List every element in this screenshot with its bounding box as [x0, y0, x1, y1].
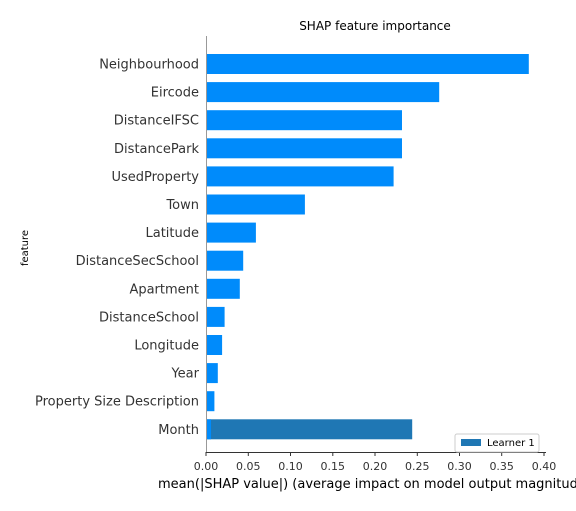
- bar-distancepark: [206, 138, 402, 159]
- x-tick-label: 0.10: [278, 460, 303, 473]
- legend-label: Learner 1: [487, 438, 535, 449]
- x-tick-label: 0.25: [405, 460, 430, 473]
- x-tick-label: 0.35: [489, 460, 514, 473]
- bar-month-base: [206, 419, 211, 440]
- legend-swatch: [461, 439, 481, 446]
- category-label-apartment: Apartment: [129, 282, 199, 297]
- category-label-latitude: Latitude: [145, 226, 199, 241]
- x-tick-label: 0.40: [532, 460, 557, 473]
- category-label-year: Year: [170, 367, 199, 382]
- category-label-distancepark: DistancePark: [114, 142, 199, 157]
- x-tick-label: 0.05: [236, 460, 261, 473]
- bar-latitude: [206, 222, 256, 243]
- category-label-usedproperty: UsedProperty: [111, 170, 199, 185]
- bar-property-size-description: [206, 391, 215, 412]
- category-label-distancesecschool: DistanceSecSchool: [76, 254, 199, 269]
- category-labels: Neighbourhood Eircode DistanceIFSC Distance…: [35, 58, 200, 438]
- bar-distanceifsc: [206, 110, 402, 131]
- x-tick-label: 0.00: [194, 460, 219, 473]
- bar-eircode: [206, 82, 440, 103]
- category-label-neighbourhood: Neighbourhood: [99, 58, 199, 73]
- category-label-property-size-description: Property Size Description: [35, 395, 199, 410]
- bar-distanceschool: [206, 306, 225, 327]
- y-axis-label: feature: [20, 230, 31, 266]
- bar-usedproperty: [206, 166, 394, 187]
- bar-month: [206, 419, 413, 440]
- category-label-town: Town: [165, 198, 199, 213]
- bar-neighbourhood: [206, 54, 529, 74]
- category-label-eircode: Eircode: [151, 86, 199, 101]
- bar-town: [206, 194, 305, 215]
- x-axis-label: mean(|SHAP value|) (average impact on mo…: [158, 477, 576, 492]
- x-tick-label: 0.20: [363, 460, 388, 473]
- bar-year: [206, 363, 218, 384]
- legend-frame: [454, 433, 540, 453]
- category-label-distanceifsc: DistanceIFSC: [114, 114, 199, 129]
- legend: Learner 1: [454, 433, 540, 453]
- category-label-distanceschool: DistanceSchool: [99, 310, 199, 325]
- x-tick-label: 0.30: [447, 460, 472, 473]
- category-label-longitude: Longitude: [134, 339, 199, 354]
- x-tick-label: 0.15: [321, 460, 346, 473]
- bar-distancesecschool: [206, 250, 244, 271]
- bar-longitude: [206, 335, 223, 355]
- x-ticks: 0.00 0.05 0.10 0.15 0.20 0.25 0.30 0.35 0.40: [194, 452, 557, 473]
- chart-title: SHAP feature importance: [299, 19, 451, 33]
- bars-group: [206, 54, 529, 440]
- category-label-month: Month: [158, 423, 199, 438]
- bar-apartment: [206, 278, 240, 299]
